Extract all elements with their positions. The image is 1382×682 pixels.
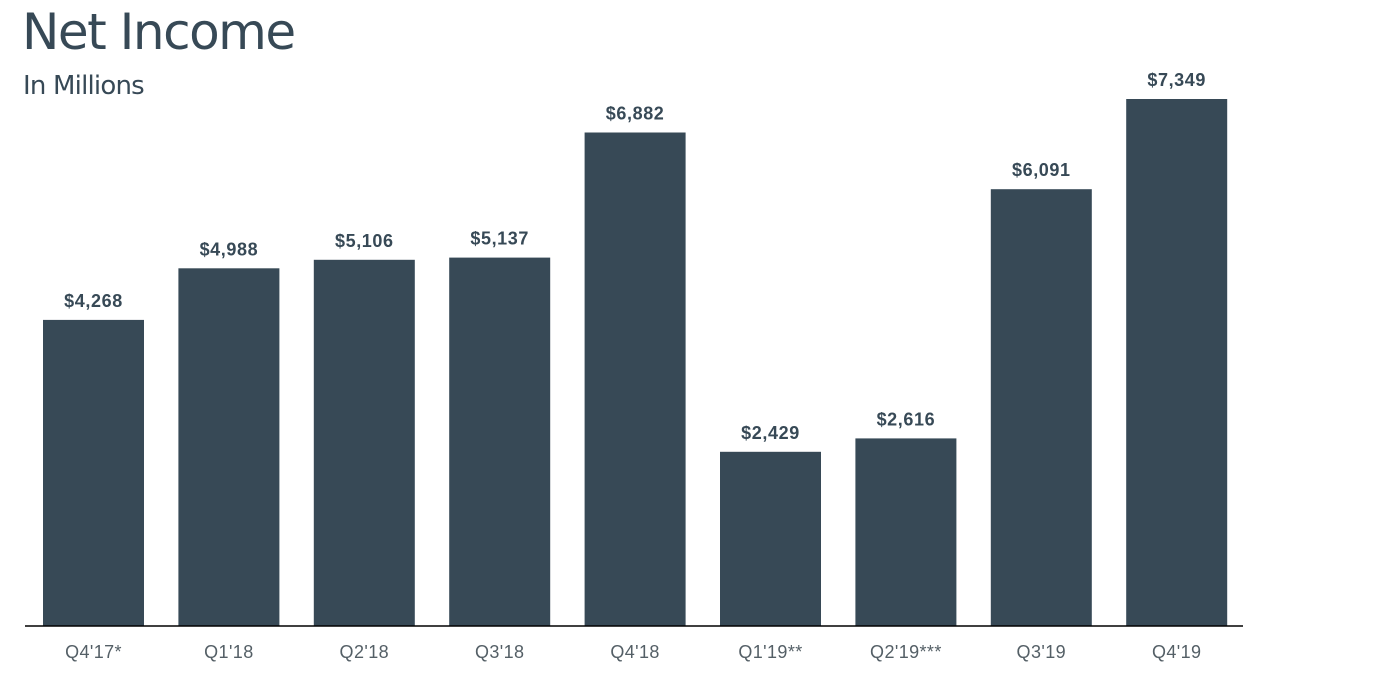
bar [1126,99,1228,626]
bar-value-label: $5,106 [335,231,394,251]
bar-value-label: $5,137 [470,229,529,249]
bar [855,438,957,626]
bar-value-label: $2,429 [741,423,800,443]
bar-value-label: $7,349 [1147,70,1206,90]
chart-subtitle: In Millions [23,71,145,101]
bar [449,257,551,626]
x-tick-label: Q1'19** [738,642,802,662]
x-tick-label: Q3'19 [1017,642,1066,662]
bar [43,319,144,626]
x-tick-label: Q3'18 [475,642,524,662]
x-tick-label: Q4'17* [65,642,122,662]
value-labels-group: $4,268 $4,988 $5,106 $5,137 $6,882 $2,429 $2,6… [64,70,1206,443]
bar [178,268,280,626]
x-tick-label: Q2'19*** [870,642,942,662]
x-tick-label: Q1'18 [204,642,253,662]
bar-value-label: $6,882 [606,104,665,124]
bar-value-label: $4,988 [200,239,259,259]
bar-value-label: $2,616 [877,409,936,429]
bar-value-label: $4,268 [64,291,123,311]
bar [720,451,821,626]
x-tick-label: Q4'19 [1152,642,1201,662]
x-tick-label: Q4'18 [610,642,659,662]
chart-title: Net Income [22,3,296,61]
bar [313,259,415,626]
x-tick-label: Q2'18 [340,642,389,662]
bar-value-label: $6,091 [1012,160,1071,180]
x-tick-labels-group: Q4'17* Q1'18 Q2'18 Q3'18 Q4'18 Q1'19** Q2'19**… [65,642,1201,662]
bar [584,132,686,626]
bar [990,189,1092,626]
bars-group [43,99,1228,626]
